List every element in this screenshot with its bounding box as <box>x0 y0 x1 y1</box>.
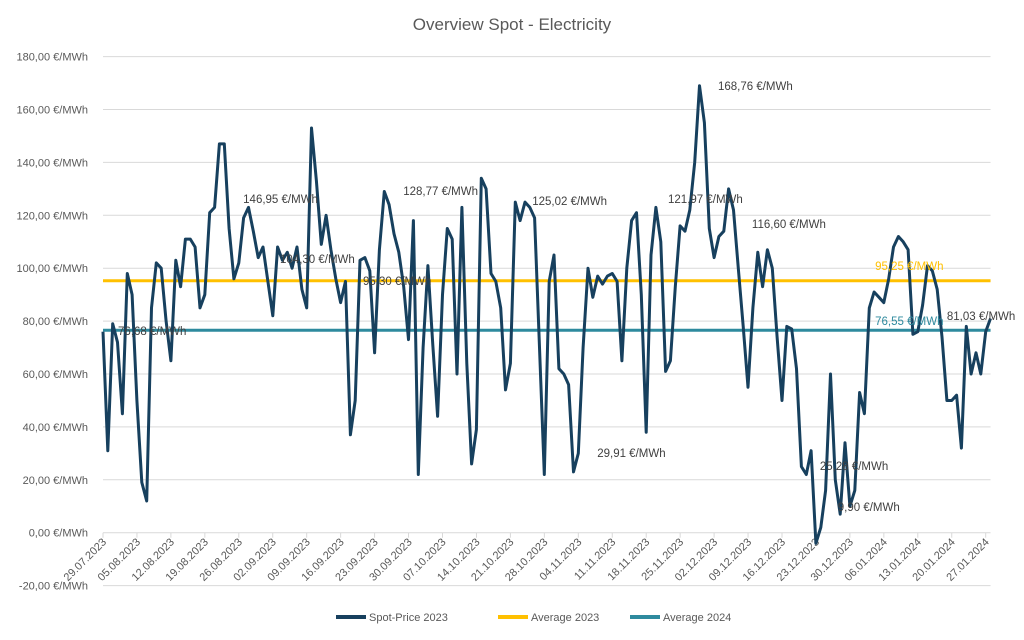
legend: Spot-Price 2023 Average 2023 Average 2024 <box>336 612 731 624</box>
x-axis-ticks: 29.07.202305.08.202312.08.202319.08.2023… <box>62 532 992 584</box>
y-tick-label: 120,00 €/MWh <box>16 210 88 222</box>
y-tick-label: -20,00 €/MWh <box>19 581 88 593</box>
data-label: 29,91 €/MWh <box>597 448 665 460</box>
data-label: 81,03 €/MWh <box>947 311 1015 323</box>
y-tick-label: 40,00 €/MWh <box>23 422 88 434</box>
data-label: 9,90 €/MWh <box>838 502 900 514</box>
y-tick-label: 0,00 €/MWh <box>29 528 88 540</box>
y-tick-label: 100,00 €/MWh <box>16 263 88 275</box>
data-label: 76,68 €/MWh <box>118 326 186 338</box>
chart-title: Overview Spot - Electricity <box>413 15 612 34</box>
data-label: 121,97 €/MWh <box>668 194 743 206</box>
series-lines <box>101 84 992 545</box>
legend-label: Average 2024 <box>663 612 731 624</box>
data-label: 76,55 €/MWh <box>875 316 943 328</box>
data-label: 95,30 €/MWh <box>363 276 431 288</box>
y-tick-label: 80,00 €/MWh <box>23 316 88 328</box>
data-label: 168,76 €/MWh <box>718 81 793 93</box>
data-label: 125,02 €/MWh <box>532 196 607 208</box>
legend-label: Average 2023 <box>531 612 599 624</box>
legend-label: Spot-Price 2023 <box>369 612 448 624</box>
data-label: 116,60 €/MWh <box>752 219 826 231</box>
data-label: 95,25 €/MWh <box>875 261 943 273</box>
y-tick-label: 160,00 €/MWh <box>16 105 88 117</box>
y-axis-ticks: -20,00 €/MWh 0,00 €/MWh 20,00 €/MWh 40,00 €… <box>16 52 88 593</box>
y-tick-label: 20,00 €/MWh <box>23 475 88 487</box>
data-label: 128,77 €/MWh <box>403 186 478 198</box>
data-label: 25,28 €/MWh <box>820 461 888 473</box>
y-tick-label: 60,00 €/MWh <box>23 369 88 381</box>
data-label: 146,95 €/MWh <box>243 194 318 206</box>
y-tick-label: 140,00 €/MWh <box>16 157 88 169</box>
data-labels: 146,95 €/MWh 104,30 €/MWh 95,30 €/MWh 76,68… <box>118 81 1015 514</box>
spot-price-2023-line <box>101 84 992 545</box>
y-tick-label: 180,00 €/MWh <box>16 52 88 64</box>
data-label: 104,30 €/MWh <box>280 254 355 266</box>
